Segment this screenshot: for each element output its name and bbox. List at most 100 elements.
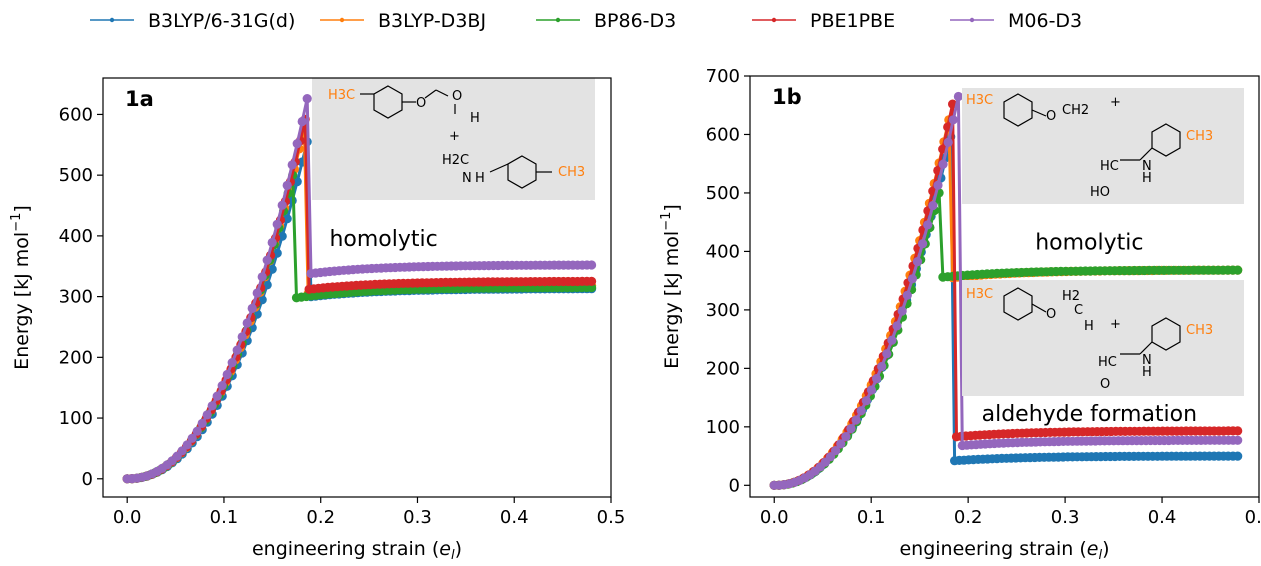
data-point [232,345,242,355]
y-axis-label-text: Energy [kJ mol [661,231,683,369]
data-point [192,426,202,436]
x-axis-label-sub: l [451,548,455,563]
annotation: homolytic [1035,231,1143,256]
y-tick-label: 100 [59,408,93,429]
data-point [262,255,272,265]
inset-chem-label: HO [1090,185,1110,200]
data-point [897,306,907,316]
data-point [846,424,856,434]
data-point [912,257,923,267]
y-axis-label-close: ] [11,205,33,212]
y-tick-label: 500 [59,165,93,186]
y-tick-label: 700 [706,66,740,87]
axes-frame-1 [749,75,1260,498]
inset-chem-label: N [462,171,472,186]
data-point [943,137,953,147]
x-tick-label: 0.2 [954,507,983,528]
data-point [242,318,252,328]
x-tick-label: 0.0 [113,507,142,528]
inset-chem-label: H2 [1062,289,1080,304]
y-tick-label: 400 [59,226,93,247]
x-tick-label: 0.1 [857,507,886,528]
data-point [882,349,892,359]
series-4 [769,91,1243,490]
x-axis-label-text: engineering strain ( [252,538,439,560]
inset-chem-label: + [449,129,460,144]
data-point [252,288,262,298]
x-tick-label: 0.1 [210,507,239,528]
plot-area-0 [122,94,597,484]
data-point [272,219,282,229]
data-point [297,116,307,127]
inset-chem-label: O [1100,377,1110,392]
inset-background [312,78,595,200]
inset-chem-label: H [1142,365,1152,380]
y-tick-label: 300 [59,287,93,308]
legend-marker-4 [969,17,975,23]
legend-marker-1 [339,17,345,23]
panel-label: 1b [772,85,802,109]
data-point [257,272,267,282]
data-point [587,276,597,286]
y-tick-label: 600 [706,124,740,145]
plot-area-1 [769,91,1243,490]
inset-chem-label: O [1046,109,1056,124]
data-point [872,374,882,384]
y-tick-label: 100 [706,417,740,438]
inset-chem-label: C [1074,303,1083,318]
x-tick-label: 0.0 [760,507,789,528]
data-point [292,177,302,187]
annotation: aldehyde formation [982,402,1197,427]
molecule-drawing [360,85,552,189]
inset-background [962,88,1244,204]
x-tick-label: 0.4 [500,507,529,528]
data-point [953,91,964,102]
inset-chem-label: H [1142,171,1152,186]
y-tick-label: 200 [59,347,93,368]
inset-background [962,280,1244,396]
data-point [841,432,851,442]
y-axis-label-sup: −1 [659,212,674,231]
x-tick-label: 0.2 [306,507,335,528]
legend-label-2: BP86-D3 [594,10,676,32]
data-point [217,381,227,391]
data-point [928,200,938,211]
inset-chem-label: + [1110,95,1121,110]
data-point [1233,265,1243,275]
data-point [948,115,958,125]
legend-marker-2 [555,17,561,23]
inset-chem-label: CH2 [1062,103,1089,118]
x-tick-label: 0.4 [1148,507,1177,528]
inset-chem-label: CH3 [558,165,585,180]
inset-chem-label: H [475,171,485,186]
data-point [267,237,277,248]
inset-chem-label: + [1110,317,1121,332]
x-axis-label-var: e [1087,538,1099,560]
data-point [187,433,197,443]
y-axis-label-text: Energy [kJ mol [11,232,33,370]
inset-chem-label: HC [1098,355,1117,370]
data-point [877,361,887,372]
data-point [237,332,247,342]
x-tick-label: 0.5 [597,507,626,528]
data-point [892,321,902,331]
data-point [866,385,877,395]
legend-marker-0 [109,17,115,23]
inset-chem-label: H3C [328,88,355,103]
data-point [1233,426,1243,436]
data-point [907,274,918,284]
legend-label-4: M06-D3 [1008,10,1082,32]
data-point [933,180,943,190]
x-axis-label-sub: l [1098,548,1102,563]
y-axis-label-close: ] [661,204,683,211]
inset-chem-label: N [1142,353,1152,368]
data-point [923,220,933,230]
inset-chem-label: H [470,111,480,126]
data-point [887,335,897,345]
y-tick-label: 500 [706,183,740,204]
data-point [861,396,871,406]
legend-marker-3 [771,17,777,23]
